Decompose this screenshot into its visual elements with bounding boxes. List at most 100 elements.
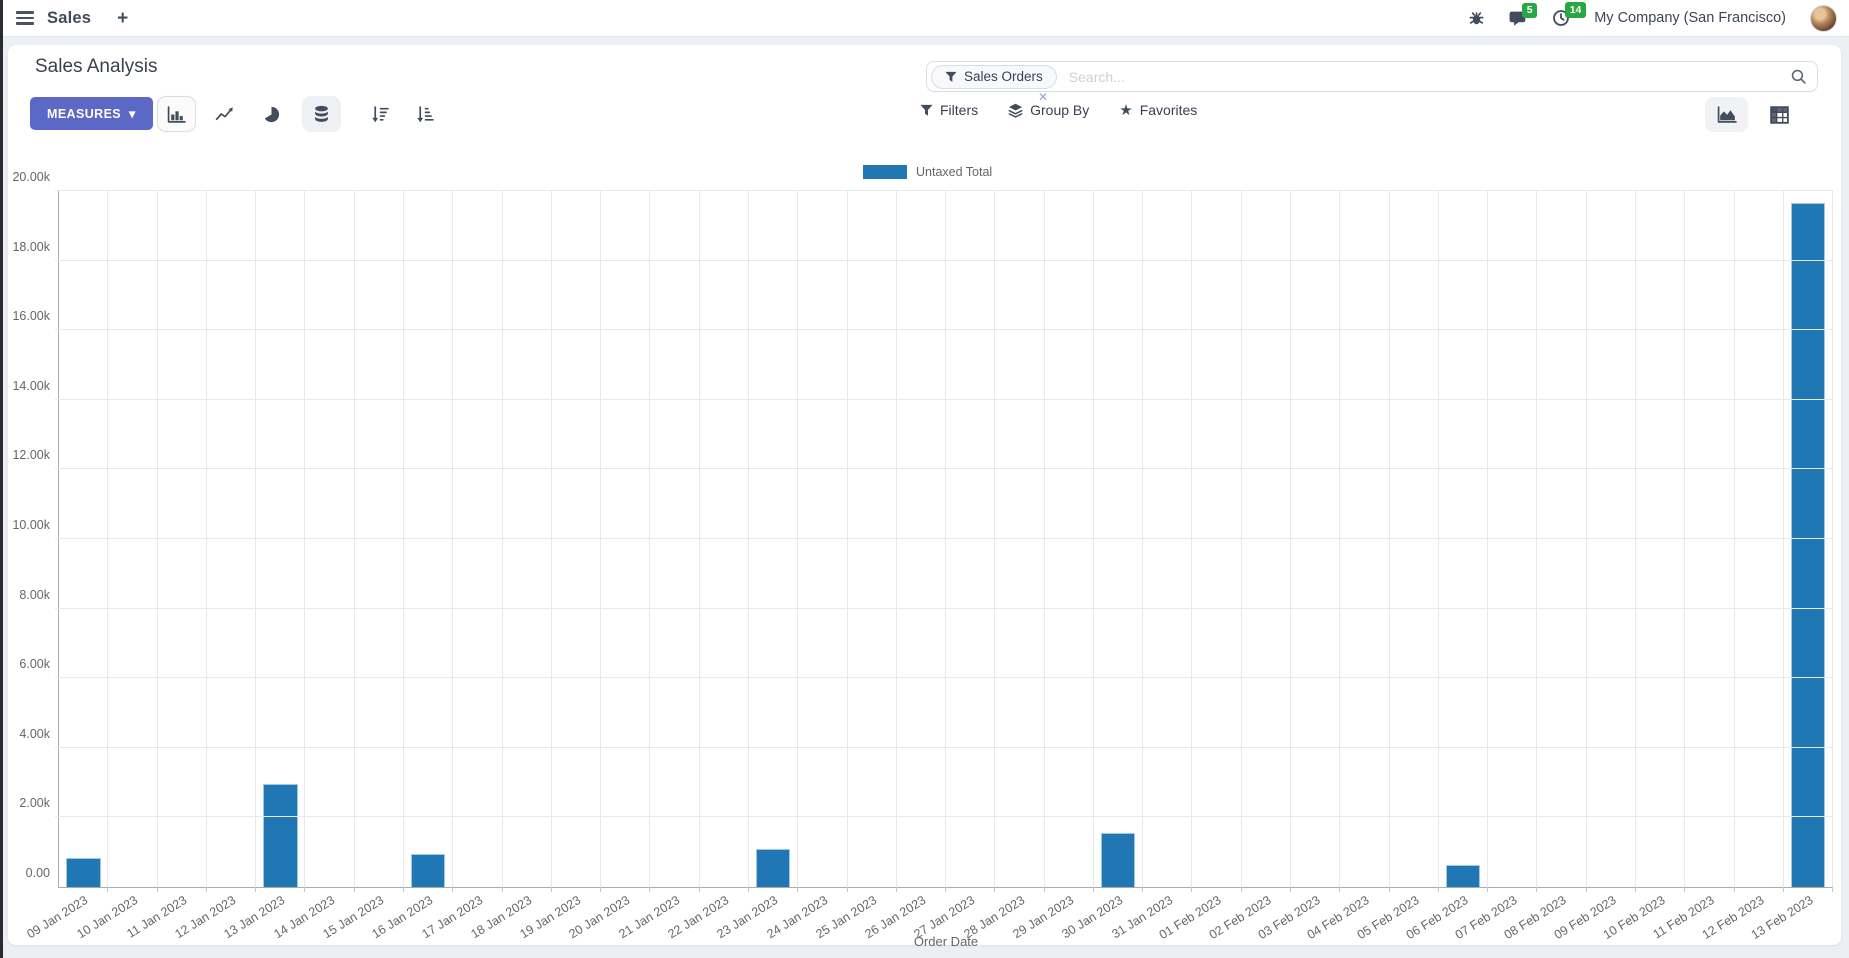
- stacked-toggle-button[interactable]: [302, 96, 341, 132]
- caret-down-icon: ▾: [129, 107, 136, 121]
- search-icon[interactable]: [1790, 68, 1807, 85]
- chart-bar[interactable]: [755, 849, 791, 887]
- activities-clock-icon[interactable]: 14: [1552, 2, 1586, 27]
- messages-icon[interactable]: 5: [1509, 2, 1538, 27]
- y-gridline: [55, 190, 1833, 191]
- facet-remove-icon[interactable]: ✕: [1038, 90, 1049, 104]
- company-name[interactable]: My Company (San Francisco): [1594, 10, 1786, 26]
- content-card: Sales Analysis Sales Orders Search... ✕ …: [8, 45, 1841, 949]
- x-axis-title: Order Date: [913, 934, 979, 949]
- debug-bug-icon[interactable]: [1468, 10, 1485, 27]
- chart-category-cell: 24 Jan 2023: [764, 191, 848, 941]
- chart-legend[interactable]: Untaxed Total: [863, 165, 992, 179]
- y-gridline: [55, 329, 1833, 331]
- bar-chart-mode-button[interactable]: [157, 96, 196, 132]
- y-gridline: [55, 468, 1833, 470]
- search-input[interactable]: Search...: [1068, 68, 1125, 85]
- chart-category-cell: 03 Feb 2023: [1256, 191, 1341, 942]
- legend-label: Untaxed Total: [916, 165, 993, 179]
- search-bar[interactable]: Sales Orders Search...: [926, 61, 1818, 92]
- chart-category-cell: 10 Jan 2023: [74, 191, 158, 941]
- group-by-dropdown[interactable]: Group By: [1008, 102, 1089, 118]
- line-chart-icon: [215, 107, 233, 121]
- chart-bar[interactable]: [1100, 833, 1136, 887]
- y-tick-label: 8.00k: [19, 587, 50, 602]
- y-gridline: [55, 677, 1833, 679]
- apps-menu-icon[interactable]: [16, 11, 34, 25]
- chart-category-cell: 10 Feb 2023: [1601, 191, 1686, 942]
- y-tick-label: 20.00k: [12, 170, 50, 184]
- chart-cells: 09 Jan 2023 10 Jan 2023 11 Jan 2023 12 Jan …: [25, 191, 1834, 942]
- user-avatar[interactable]: [1810, 4, 1837, 32]
- y-gridline: [55, 538, 1833, 539]
- pivot-view-button[interactable]: [1758, 97, 1801, 132]
- bar-chart-icon: [167, 105, 186, 123]
- facet-label: Sales Orders: [964, 69, 1043, 84]
- filter-funnel-icon: [920, 104, 933, 116]
- chart-category-cell: 20 Jan 2023: [567, 191, 651, 941]
- chart-bar[interactable]: [262, 784, 298, 887]
- sort-asc-icon: [416, 105, 434, 122]
- chart-category-cell: 12 Feb 2023: [1699, 191, 1785, 942]
- sort-desc-icon: [371, 105, 389, 122]
- chart-category-cell: 25 Jan 2023: [813, 191, 898, 941]
- search-options-row: Filters Group By ★ Favorites: [920, 102, 1197, 118]
- chart-category-cell: 29 Jan 2023: [1010, 191, 1095, 941]
- chart-category-cell: 13 Jan 2023: [222, 191, 306, 941]
- measures-button[interactable]: MEASURES ▾: [30, 97, 153, 130]
- activities-count-badge: 14: [1565, 2, 1586, 18]
- chart-category-cell: 01 Feb 2023: [1157, 191, 1243, 942]
- stacked-database-icon: [315, 105, 328, 122]
- sort-descending-button[interactable]: [360, 96, 399, 132]
- chart-category-cell: 08 Feb 2023: [1502, 191, 1588, 942]
- y-tick-label: 4.00k: [19, 726, 50, 741]
- chart-category-cell: 12 Jan 2023: [173, 191, 257, 941]
- chart-category-cell: 31 Jan 2023: [1109, 191, 1193, 941]
- y-tick-label: 6.00k: [19, 657, 50, 672]
- filters-dropdown[interactable]: Filters: [920, 102, 978, 118]
- y-tick-label: 16.00k: [12, 309, 50, 324]
- sort-ascending-button[interactable]: [405, 96, 444, 132]
- view-switcher: [1705, 97, 1801, 132]
- chart-category-cell: 11 Jan 2023: [124, 191, 208, 941]
- chart-category-cell: 07 Feb 2023: [1453, 191, 1538, 942]
- chart-category-cell: 11 Feb 2023: [1651, 191, 1735, 942]
- new-tab-plus-button[interactable]: +: [117, 7, 129, 29]
- chart-category-cell: 06 Feb 2023: [1403, 191, 1489, 942]
- chart-bar[interactable]: [1445, 865, 1481, 887]
- chart-bar[interactable]: [1790, 202, 1826, 887]
- pie-chart-icon: [264, 106, 280, 122]
- window-left-edge: [0, 0, 3, 958]
- y-tick-label: 14.00k: [12, 378, 50, 393]
- favorites-dropdown[interactable]: ★ Favorites: [1119, 101, 1198, 119]
- y-tick-label: 12.00k: [12, 448, 50, 463]
- chart-category-cell: 21 Jan 2023: [616, 191, 700, 941]
- plot-area: 09 Jan 2023 10 Jan 2023 11 Jan 2023 12 Jan …: [12, 170, 1834, 949]
- chart-category-cell: 09 Feb 2023: [1551, 191, 1637, 942]
- pivot-table-icon: [1770, 105, 1789, 124]
- chart-category-cell: 22 Jan 2023: [665, 191, 750, 941]
- chart-category-cell: 04 Feb 2023: [1305, 191, 1390, 942]
- search-facet-sales-orders[interactable]: Sales Orders: [931, 64, 1057, 89]
- page-title: Sales Analysis: [35, 56, 158, 77]
- line-chart-mode-button[interactable]: [205, 96, 244, 132]
- messages-count-badge: 5: [1522, 2, 1538, 19]
- chart-bar[interactable]: [65, 858, 101, 887]
- legend-swatch: [863, 165, 907, 179]
- chart-category-cell: 23 Jan 2023: [715, 191, 799, 941]
- chart-bar[interactable]: [410, 853, 446, 887]
- chart-category-cell: 18 Jan 2023: [468, 191, 553, 941]
- y-tick-label: 18.00k: [12, 239, 50, 254]
- chart-category-cell: 30 Jan 2023: [1060, 191, 1144, 941]
- chart-category-cell: 02 Feb 2023: [1206, 191, 1292, 942]
- graph-view-button[interactable]: [1705, 97, 1748, 132]
- chart-category-cell: 05 Feb 2023: [1354, 191, 1440, 942]
- y-tick-label: 0.00: [25, 866, 50, 880]
- y-gridline: [55, 746, 1833, 748]
- area-chart-icon: [1717, 106, 1737, 123]
- pie-chart-mode-button[interactable]: [252, 96, 291, 132]
- app-name[interactable]: Sales: [47, 8, 92, 27]
- layers-icon: [1008, 103, 1023, 118]
- y-gridline: [55, 816, 1833, 818]
- chart-category-cell: 09 Jan 2023: [25, 191, 109, 941]
